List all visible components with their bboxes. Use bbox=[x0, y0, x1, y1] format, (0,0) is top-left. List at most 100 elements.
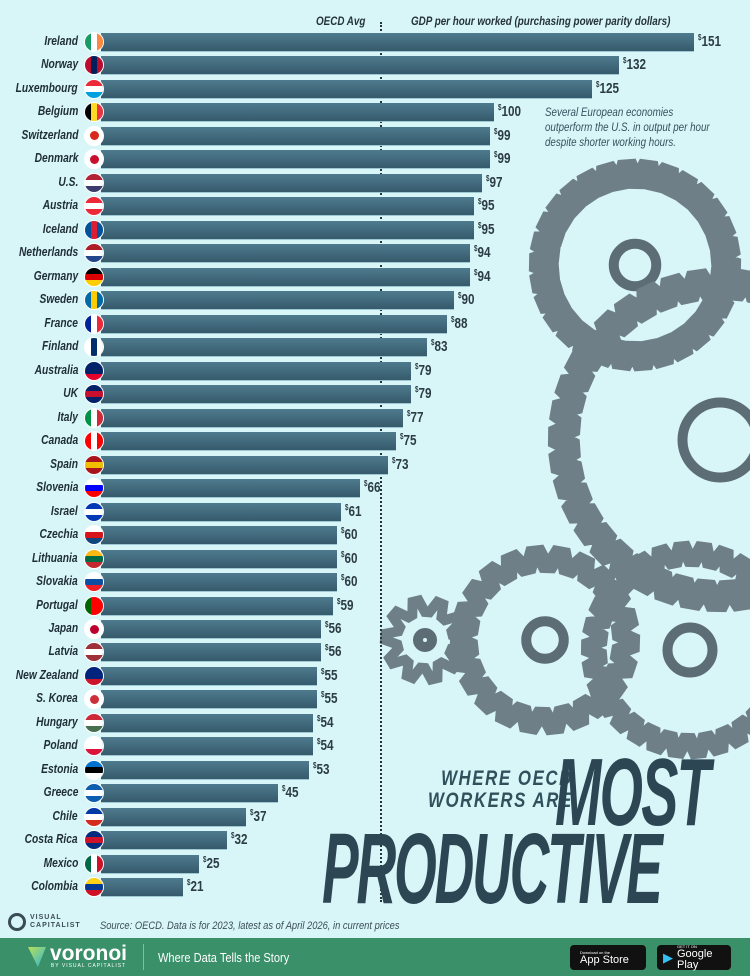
value-label: $95 bbox=[478, 197, 494, 214]
bar bbox=[101, 338, 427, 357]
country-label: Denmark bbox=[34, 151, 78, 166]
flag-icon bbox=[84, 619, 104, 639]
value-label: $79 bbox=[415, 385, 431, 402]
value-number: 45 bbox=[285, 784, 299, 802]
voronoi-logo[interactable]: voronoi BY VISUAL CAPITALIST bbox=[28, 943, 127, 969]
value-number: 56 bbox=[328, 620, 342, 637]
bar-row: Portugal $59 bbox=[0, 595, 750, 616]
currency-symbol: $ bbox=[340, 526, 345, 536]
value-label: $32 bbox=[231, 831, 247, 848]
flag-icon bbox=[84, 759, 104, 780]
tagline: Where Data Tells the Story bbox=[158, 949, 290, 965]
bar bbox=[101, 267, 471, 286]
value-label: $56 bbox=[325, 620, 341, 637]
country-label: Costa Rica bbox=[25, 832, 78, 847]
bar-row: UK $79 bbox=[0, 384, 750, 405]
bar bbox=[101, 408, 404, 427]
value-number: 83 bbox=[434, 338, 448, 356]
value-label: $55 bbox=[321, 667, 337, 684]
currency-symbol: $ bbox=[430, 338, 435, 348]
currency-symbol: $ bbox=[485, 173, 490, 183]
bar-row: Czechia $60 bbox=[0, 525, 750, 546]
bar bbox=[101, 573, 337, 592]
value-number: 79 bbox=[418, 361, 432, 379]
value-number: 25 bbox=[206, 854, 220, 872]
value-number: 55 bbox=[324, 690, 338, 708]
flag-icon bbox=[84, 501, 104, 522]
bar bbox=[101, 666, 317, 685]
bar bbox=[101, 220, 475, 239]
flag-icon bbox=[84, 102, 104, 123]
value-label: $125 bbox=[596, 80, 619, 97]
title-productive: PRODUCTIVE bbox=[322, 813, 663, 925]
flag-icon bbox=[84, 55, 104, 76]
value-label: $151 bbox=[698, 33, 721, 50]
gplay-small: GET IT ON bbox=[677, 944, 697, 949]
bar bbox=[101, 784, 278, 803]
bar-row: Canada $75 bbox=[0, 431, 750, 452]
currency-symbol: $ bbox=[344, 502, 349, 512]
flag-icon bbox=[84, 149, 104, 170]
value-number: 97 bbox=[489, 173, 503, 191]
flag-icon bbox=[84, 853, 104, 874]
flag-icon bbox=[84, 665, 104, 686]
bar bbox=[101, 502, 341, 521]
gear-hub bbox=[521, 616, 569, 664]
flag-icon bbox=[84, 290, 104, 311]
gplay-big: Google Play bbox=[677, 948, 713, 971]
value-number: 61 bbox=[348, 502, 362, 520]
flag-icon bbox=[84, 478, 104, 499]
country-label: Hungary bbox=[36, 714, 78, 729]
bar-row: Luxembourg $125 bbox=[0, 78, 750, 99]
flag-icon bbox=[84, 595, 104, 616]
value-number: 32 bbox=[234, 831, 248, 849]
app-store-button[interactable]: Download on the App Store bbox=[570, 945, 646, 970]
google-play-button[interactable]: ▶ GET IT ON Google Play bbox=[657, 944, 731, 971]
bar-row: Hungary $54 bbox=[0, 712, 750, 733]
country-label: Italy bbox=[57, 409, 78, 424]
flag-icon bbox=[84, 548, 104, 569]
bar bbox=[101, 620, 321, 638]
bar-row: Iceland $95 bbox=[0, 219, 750, 240]
flag-icon bbox=[84, 384, 104, 405]
value-label: $60 bbox=[341, 573, 357, 590]
bar-row: Finland $83 bbox=[0, 337, 750, 358]
bar-row: Australia $79 bbox=[0, 360, 750, 381]
bar-row: Norway $132 bbox=[0, 55, 750, 76]
flag-icon bbox=[84, 337, 104, 358]
country-label: Australia bbox=[34, 362, 78, 377]
voronoi-icon bbox=[28, 947, 46, 967]
bar-row: Sweden $90 bbox=[0, 290, 750, 311]
bar-row: Switzerland $99 bbox=[0, 125, 750, 146]
currency-symbol: $ bbox=[391, 455, 396, 465]
vc-line-2: CAPITALIST bbox=[30, 922, 81, 929]
bar-row: Israel $61 bbox=[0, 501, 750, 522]
bar bbox=[101, 596, 333, 615]
gear-hub bbox=[662, 622, 718, 678]
bar bbox=[101, 713, 314, 732]
source-note: Source: OECD. Data is for 2023, latest a… bbox=[100, 920, 400, 932]
country-label: Slovakia bbox=[36, 574, 78, 589]
country-label: Norway bbox=[40, 57, 78, 72]
bar bbox=[101, 760, 310, 779]
value-label: $53 bbox=[313, 761, 329, 778]
country-label: New Zealand bbox=[15, 667, 78, 682]
country-label: Portugal bbox=[36, 597, 78, 612]
visual-capitalist-logo: VISUAL CAPITALIST bbox=[8, 913, 81, 931]
gear-shape bbox=[379, 594, 471, 686]
country-label: Netherlands bbox=[18, 245, 78, 260]
bar-row: Colombia $21 bbox=[0, 877, 750, 898]
gear-shape bbox=[547, 267, 750, 613]
country-label: Poland bbox=[43, 738, 78, 753]
bar-row: Germany $94 bbox=[0, 266, 750, 287]
value-number: 79 bbox=[418, 385, 432, 403]
bar-row: Costa Rica $32 bbox=[0, 830, 750, 851]
value-label: $56 bbox=[325, 643, 341, 660]
value-number: 95 bbox=[481, 220, 495, 238]
bar bbox=[101, 690, 317, 709]
bar bbox=[101, 526, 337, 545]
country-label: Finland bbox=[41, 339, 78, 354]
flag-icon bbox=[84, 572, 104, 593]
bar-row: Estonia $53 bbox=[0, 759, 750, 780]
